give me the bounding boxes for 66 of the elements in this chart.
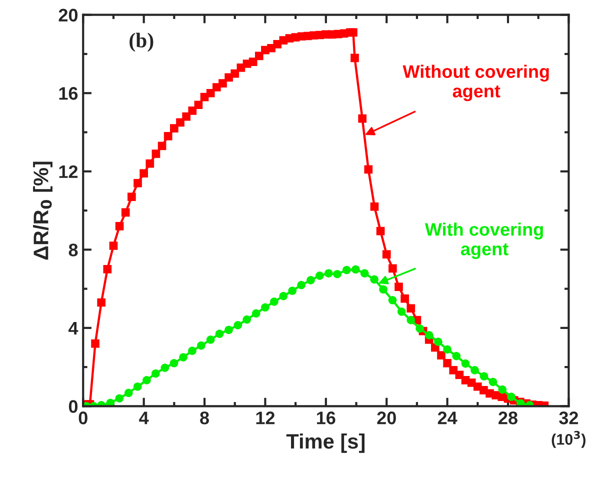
y-tick-label: 16 — [59, 87, 78, 100]
x-tick-label: 12 — [256, 412, 275, 424]
point — [160, 364, 170, 372]
point — [242, 315, 252, 324]
point — [488, 378, 498, 386]
x-tick-label: 20 — [377, 412, 396, 424]
point — [406, 316, 416, 324]
point — [424, 330, 434, 340]
point — [324, 269, 333, 278]
point — [151, 369, 160, 378]
point — [397, 308, 406, 316]
x-tick-label: 24 — [438, 412, 458, 424]
y-tick-label: 0 — [68, 400, 78, 413]
x-tick-label: 28 — [498, 412, 518, 424]
y-axis-title: ΔR/R$_{0}$ [%] — [33, 162, 52, 260]
point — [261, 303, 270, 312]
point — [124, 388, 133, 398]
x-tick-label: 16 — [317, 412, 336, 424]
point — [215, 330, 224, 338]
point — [461, 359, 470, 368]
point — [170, 358, 178, 368]
point — [188, 346, 196, 355]
point — [197, 341, 206, 350]
x-axis-title: Time [s] — [286, 433, 364, 453]
point — [351, 265, 360, 274]
point — [142, 376, 151, 384]
point — [270, 298, 278, 306]
point — [434, 338, 442, 346]
point — [333, 270, 342, 278]
point — [443, 345, 452, 354]
point — [480, 372, 488, 380]
y-tick-label: 8 — [68, 244, 78, 256]
point — [498, 385, 507, 394]
point — [206, 335, 215, 344]
point — [234, 321, 242, 330]
point — [507, 392, 516, 401]
point — [388, 296, 397, 304]
point — [224, 326, 233, 334]
point — [379, 285, 388, 294]
point — [360, 269, 369, 278]
point — [179, 353, 188, 362]
text: (10$^{3}$) — [552, 430, 586, 448]
point — [279, 292, 288, 300]
point — [115, 394, 124, 403]
x-tick-label: 4 — [139, 412, 149, 424]
x-tick-label: 8 — [200, 412, 209, 424]
point — [470, 366, 479, 374]
annotation: Without covering agent — [402, 64, 549, 102]
annotation: With covering agent — [424, 222, 543, 260]
y-tick-label: 4 — [68, 322, 78, 334]
point — [416, 324, 424, 333]
y-tick-label: 12 — [59, 165, 78, 178]
x-tick-label: 0 — [78, 412, 88, 424]
point — [133, 382, 142, 391]
point — [288, 286, 297, 295]
y-tick-label: 20 — [58, 8, 78, 22]
x-tick-label: 32 — [559, 412, 578, 424]
annotation: (b) — [130, 32, 154, 52]
point — [252, 309, 260, 318]
point — [342, 266, 351, 274]
point — [452, 352, 461, 360]
point — [297, 280, 306, 290]
point — [306, 276, 315, 284]
point — [316, 272, 324, 280]
point — [370, 275, 378, 284]
point — [106, 398, 115, 406]
